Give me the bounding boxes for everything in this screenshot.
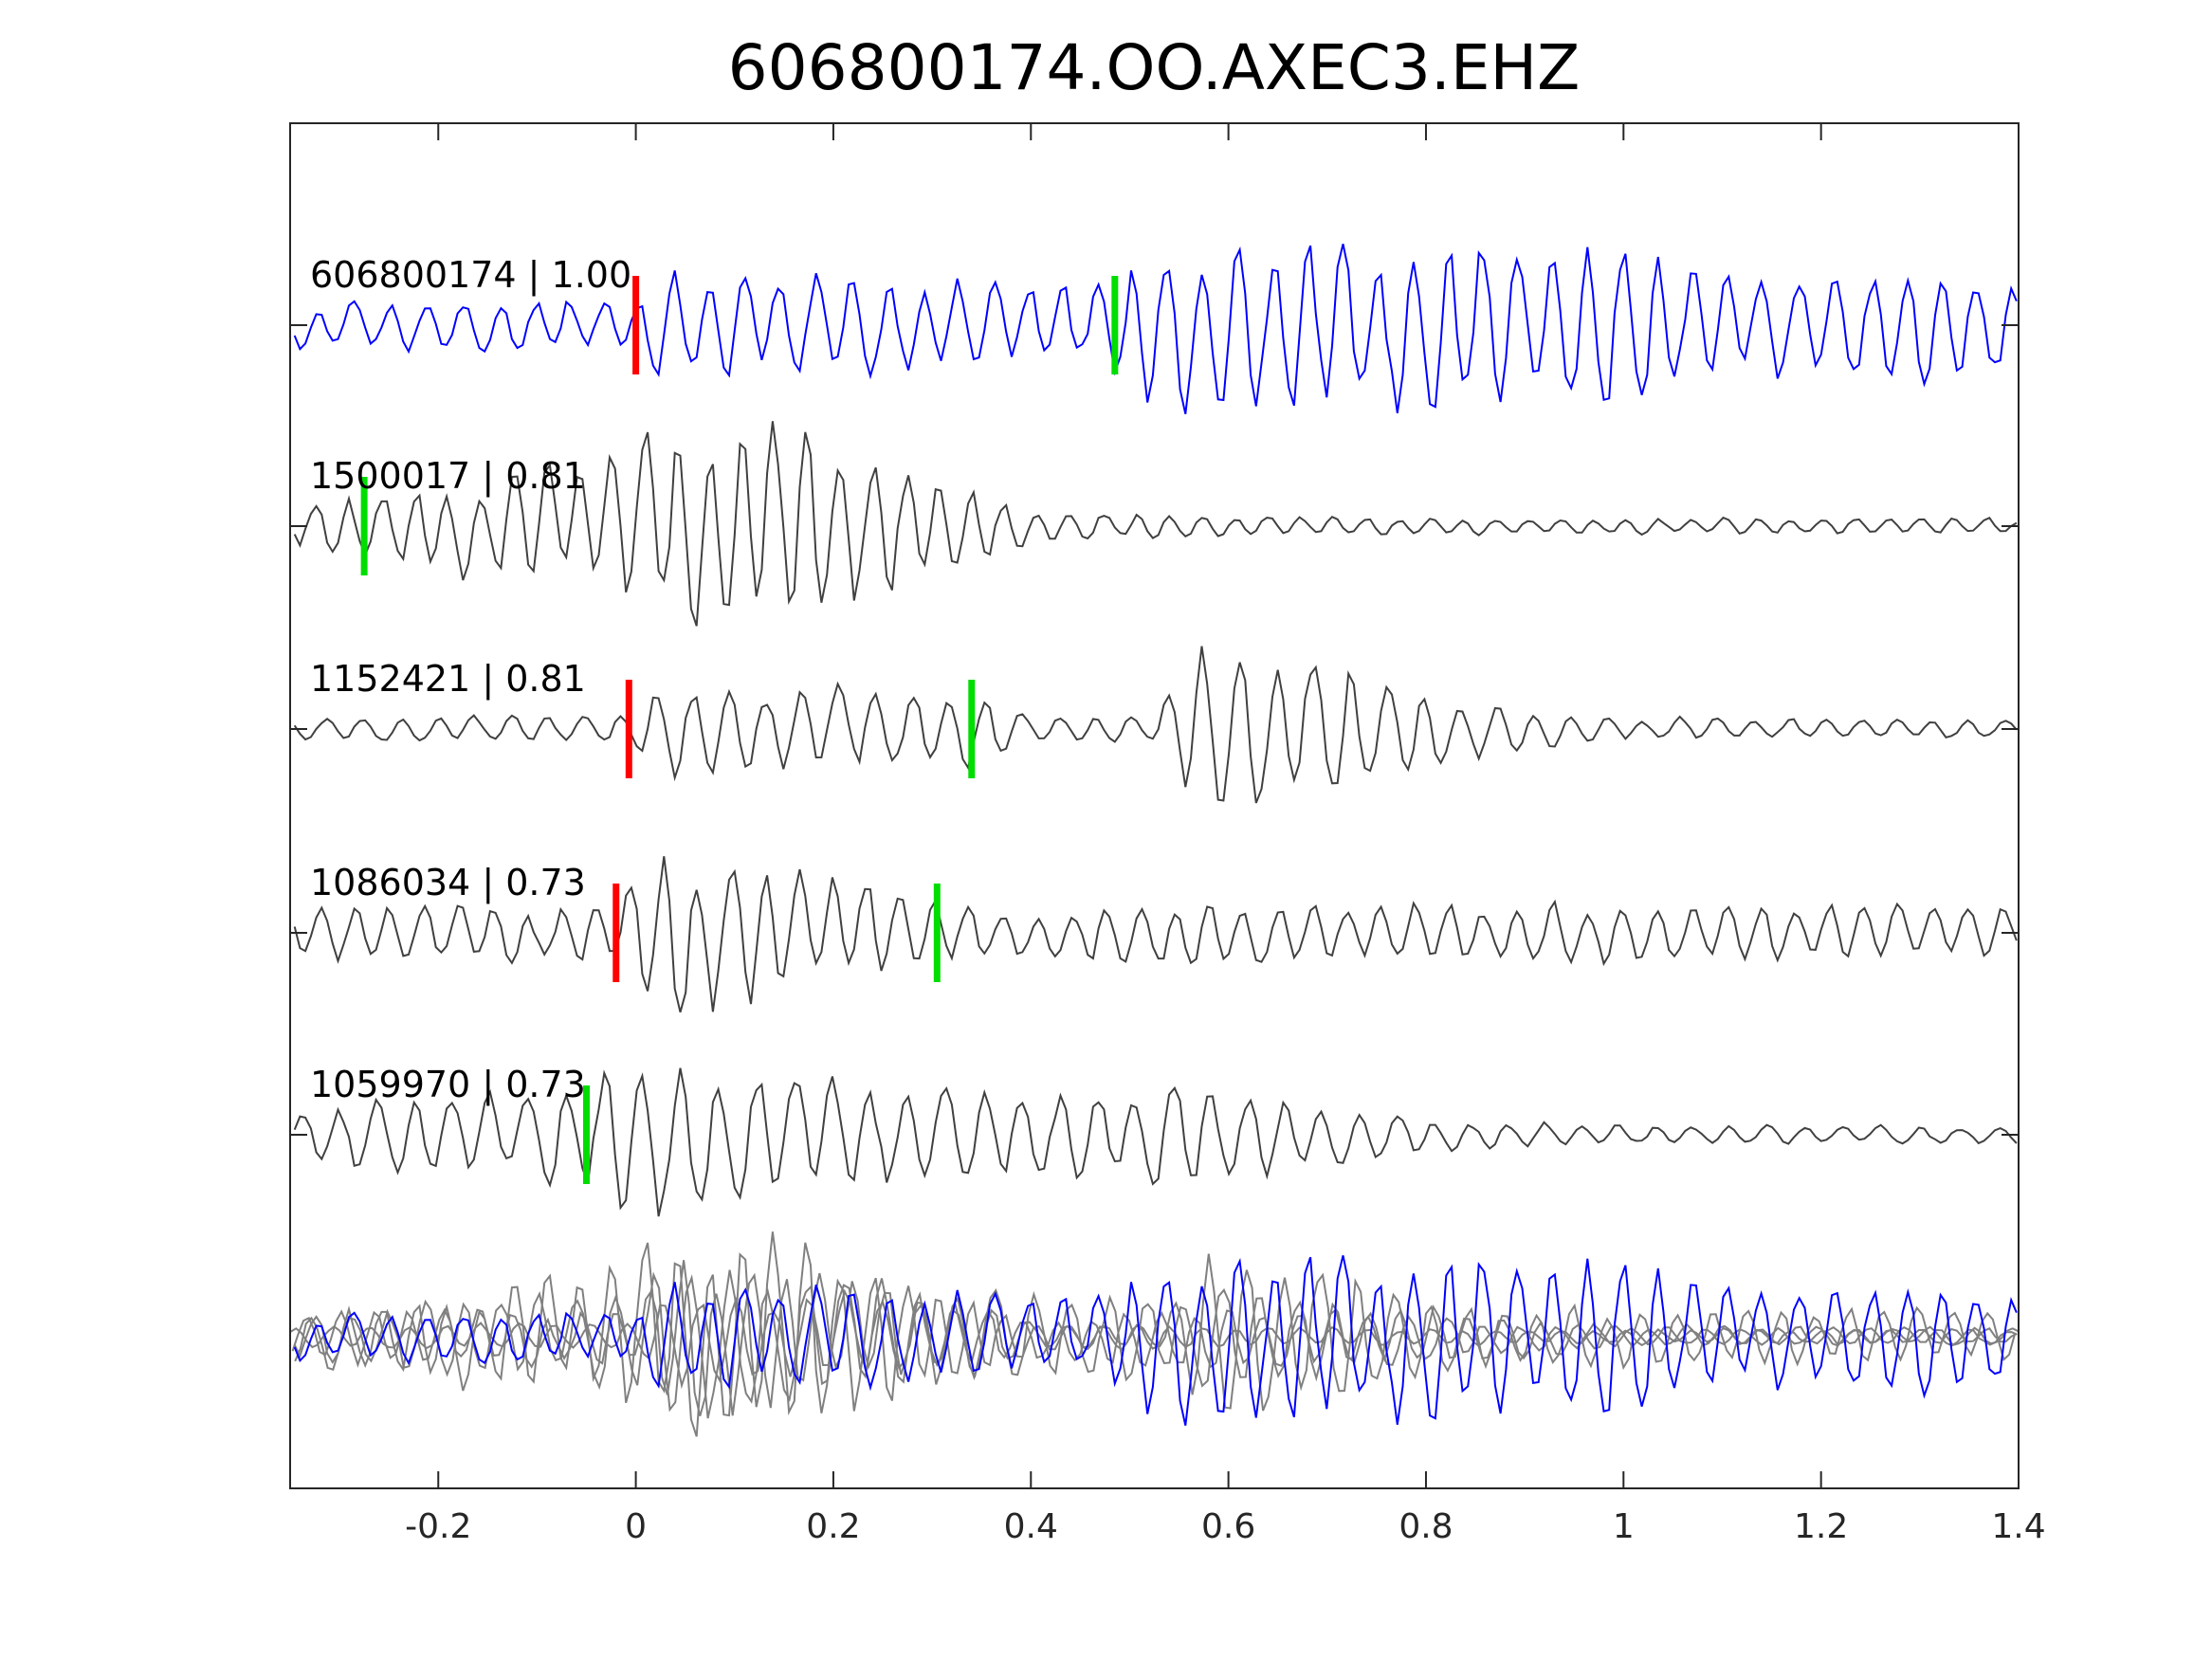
trace-label: 606800174 | 1.00 bbox=[310, 254, 631, 297]
x-tick-label: -0.2 bbox=[405, 1507, 471, 1546]
stack-trace-reference bbox=[293, 1255, 2018, 1426]
x-tick-label: 1 bbox=[1613, 1507, 1635, 1546]
x-tick-label: 0 bbox=[625, 1507, 647, 1546]
trace-label: 1500017 | 0.81 bbox=[310, 455, 586, 498]
trace-1059970 bbox=[293, 1067, 2018, 1217]
trace-606800174 bbox=[293, 244, 2018, 414]
stack-trace-1059970 bbox=[294, 1269, 2018, 1419]
stack-trace-1152421 bbox=[289, 1253, 2019, 1412]
x-tick-label: 1.2 bbox=[1794, 1507, 1848, 1546]
picks-layer bbox=[360, 276, 1119, 1184]
trace-label: 1086034 | 0.73 bbox=[310, 862, 586, 904]
trace-1152421 bbox=[293, 646, 2018, 804]
trace-label: 1152421 | 0.81 bbox=[310, 658, 586, 701]
x-axis: -0.2 0 0.2 0.4 0.6 0.8 1 1.2 1.4 bbox=[405, 123, 2046, 1546]
trace-1086034 bbox=[293, 856, 2018, 1012]
trace-1500017 bbox=[293, 421, 2018, 627]
x-tick-label: 0.4 bbox=[1004, 1507, 1058, 1546]
x-tick-label: 0.2 bbox=[806, 1507, 860, 1546]
trace-label: 1059970 | 0.73 bbox=[310, 1064, 586, 1106]
traces-layer bbox=[289, 244, 2019, 1437]
stack-trace-1086034 bbox=[291, 1260, 2016, 1416]
chart-title: 606800174.OO.AXEC3.EHZ bbox=[728, 31, 1581, 104]
axes-box bbox=[289, 122, 2020, 1489]
y-axis bbox=[290, 324, 2019, 1136]
x-tick-label: 1.4 bbox=[1991, 1507, 2045, 1546]
x-tick-label: 0.6 bbox=[1201, 1507, 1255, 1546]
trace-labels: 606800174 | 1.00 1500017 | 0.81 1152421 | … bbox=[310, 254, 631, 1106]
x-tick-label: 0.8 bbox=[1398, 1507, 1453, 1546]
